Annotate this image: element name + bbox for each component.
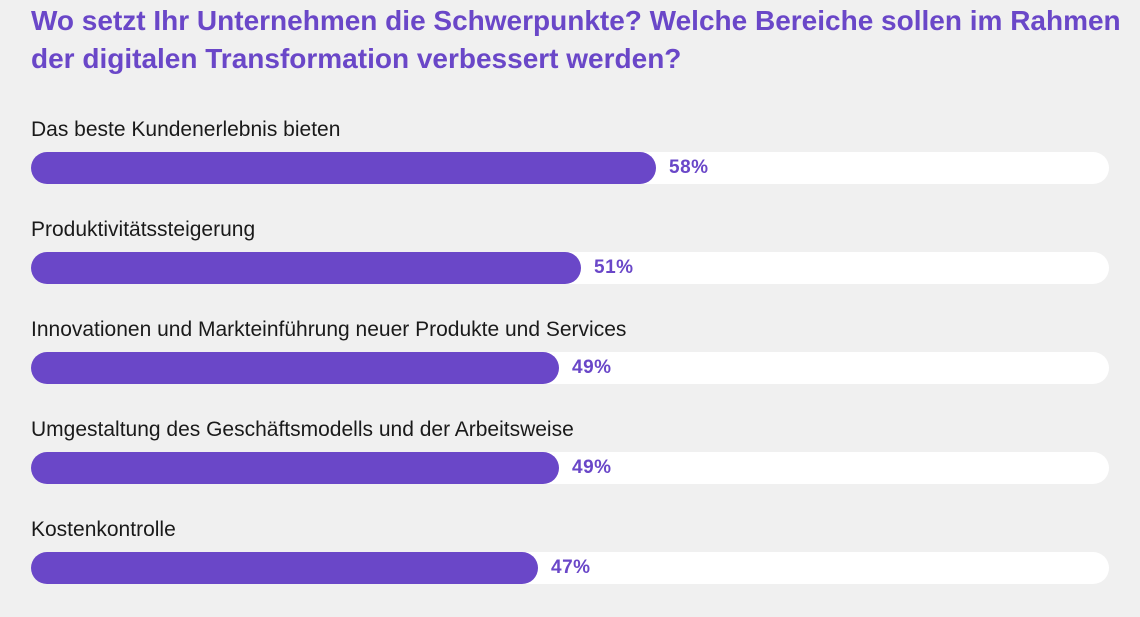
bar xyxy=(31,552,538,584)
bar-chart: Das beste Kundenerlebnis bieten 58% Produk… xyxy=(31,117,1109,617)
category-label: Das beste Kundenerlebnis bieten xyxy=(31,118,341,141)
value-label: 47% xyxy=(551,557,591,578)
category-label: Umgestaltung des Geschäftsmodells und de… xyxy=(31,418,574,441)
value-label: 51% xyxy=(594,257,634,278)
value-label: 49% xyxy=(572,457,612,478)
bar-track: 51% xyxy=(31,252,1109,284)
value-label: 58% xyxy=(669,157,709,178)
bar xyxy=(31,452,559,484)
bar-row: Kostenkontrolle 47% xyxy=(31,517,1109,617)
bar-track: 49% xyxy=(31,452,1109,484)
bar-row: Produktivitätssteigerung 51% xyxy=(31,217,1109,317)
bar xyxy=(31,152,656,184)
bar-track: 58% xyxy=(31,152,1109,184)
bar-row: Innovationen und Markteinführung neuer P… xyxy=(31,317,1109,417)
category-label: Produktivitätssteigerung xyxy=(31,218,256,241)
category-label: Innovationen und Markteinführung neuer P… xyxy=(31,318,627,341)
chart-title: Wo setzt Ihr Unternehmen die Schwerpunkt… xyxy=(31,5,1121,74)
bar xyxy=(31,352,559,384)
category-label: Kostenkontrolle xyxy=(31,518,176,541)
bar-row: Umgestaltung des Geschäftsmodells und de… xyxy=(31,417,1109,517)
bar-track: 47% xyxy=(31,552,1109,584)
bar xyxy=(31,252,581,284)
value-label: 49% xyxy=(572,357,612,378)
bar-track: 49% xyxy=(31,352,1109,384)
bar-row: Das beste Kundenerlebnis bieten 58% xyxy=(31,117,1109,217)
